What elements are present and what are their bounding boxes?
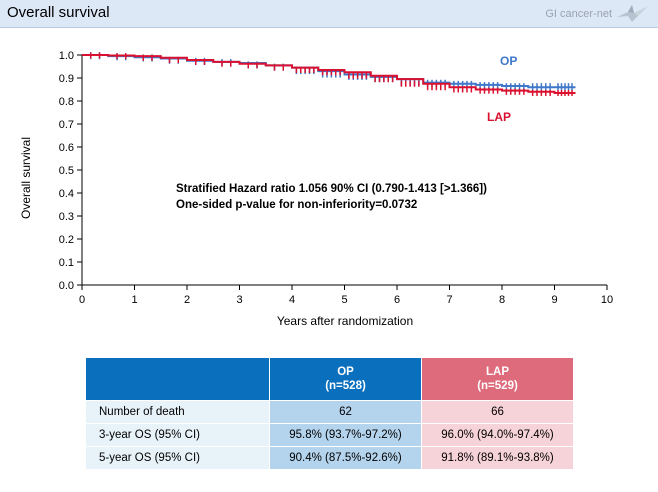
y-tick-label: 0.8 bbox=[59, 96, 74, 108]
x-tick-label: 5 bbox=[341, 294, 347, 306]
lap-label: LAP bbox=[486, 366, 509, 378]
series-label-lap: LAP bbox=[487, 110, 511, 124]
hazard-ratio-annotation: Stratified Hazard ratio 1.056 90% CI (0.… bbox=[176, 183, 487, 195]
table-row: Number of death 62 66 bbox=[86, 400, 573, 423]
y-tick-label: 1.0 bbox=[59, 50, 74, 62]
row-label: Number of death bbox=[86, 400, 269, 423]
series-layer bbox=[82, 52, 576, 96]
x-tick-label: 10 bbox=[601, 294, 613, 306]
y-tick-label: 0.3 bbox=[59, 211, 74, 223]
table-header-row: OP (n=528) LAP (n=529) bbox=[86, 358, 573, 400]
x-tick-label: 2 bbox=[184, 294, 190, 306]
op-label: OP bbox=[337, 366, 354, 378]
y-axis: 0.0 0.1 0.2 0.3 0.4 0.5 0.6 0.7 0.8 0.9 1.0 bbox=[59, 50, 83, 292]
x-tick-label: 1 bbox=[131, 294, 137, 306]
x-tick-label: 9 bbox=[551, 294, 557, 306]
row-lap-value: 91.8% (89.1%-93.8%) bbox=[421, 446, 573, 469]
x-tick-label: 3 bbox=[236, 294, 242, 306]
y-tick-label: 0.7 bbox=[59, 119, 74, 131]
table-header-lap: LAP (n=529) bbox=[421, 358, 573, 400]
table-header-blank bbox=[86, 358, 269, 400]
table-row: 3-year OS (95% CI) 95.8% (93.7%-97.2%) 9… bbox=[86, 423, 573, 446]
row-op-value: 95.8% (93.7%-97.2%) bbox=[269, 423, 421, 446]
page-title: Overall survival bbox=[7, 4, 110, 21]
y-tick-label: 0.5 bbox=[59, 165, 74, 177]
row-label: 5-year OS (95% CI) bbox=[86, 446, 269, 469]
p-value-annotation: One-sided p-value for non-inferiority=0.… bbox=[176, 199, 417, 211]
table-row: 5-year OS (95% CI) 90.4% (87.5%-92.6%) 9… bbox=[86, 446, 573, 469]
row-label: 3-year OS (95% CI) bbox=[86, 423, 269, 446]
summary-table: OP (n=528) LAP (n=529) Number of death 6… bbox=[86, 358, 573, 469]
logo: GI cancer-net bbox=[545, 3, 648, 24]
row-lap-value: 96.0% (94.0%-97.4%) bbox=[421, 423, 573, 446]
y-tick-label: 0.0 bbox=[59, 280, 74, 292]
survival-chart: 0.0 0.1 0.2 0.3 0.4 0.5 0.6 0.7 0.8 0.9 1.0 0 1 2 3 4 5… bbox=[19, 50, 613, 328]
op-n: (n=528) bbox=[325, 380, 366, 392]
y-tick-label: 0.9 bbox=[59, 73, 74, 85]
origami-crane-icon bbox=[617, 5, 647, 22]
x-tick-label: 0 bbox=[79, 294, 85, 306]
x-axis: 0 1 2 3 4 5 6 7 8 9 10 bbox=[79, 284, 613, 306]
logo-text: GI cancer-net bbox=[545, 7, 612, 20]
y-tick-label: 0.2 bbox=[59, 234, 74, 246]
x-axis-label: Years after randomization bbox=[277, 314, 413, 328]
title-bar: Overall survival GI cancer-net bbox=[0, 0, 658, 28]
lap-n: (n=529) bbox=[477, 380, 518, 392]
y-axis-label: Overall survival bbox=[19, 137, 33, 219]
y-tick-label: 0.1 bbox=[59, 257, 74, 269]
row-op-value: 62 bbox=[269, 400, 421, 423]
x-tick-label: 6 bbox=[394, 294, 400, 306]
y-tick-label: 0.4 bbox=[59, 188, 74, 200]
x-tick-label: 7 bbox=[446, 294, 452, 306]
x-tick-label: 4 bbox=[289, 294, 295, 306]
y-tick-label: 0.6 bbox=[59, 142, 74, 154]
row-op-value: 90.4% (87.5%-92.6%) bbox=[269, 446, 421, 469]
series-label-op: OP bbox=[500, 54, 517, 68]
table-header-op: OP (n=528) bbox=[269, 358, 421, 400]
x-tick-label: 8 bbox=[499, 294, 505, 306]
row-lap-value: 66 bbox=[421, 400, 573, 423]
